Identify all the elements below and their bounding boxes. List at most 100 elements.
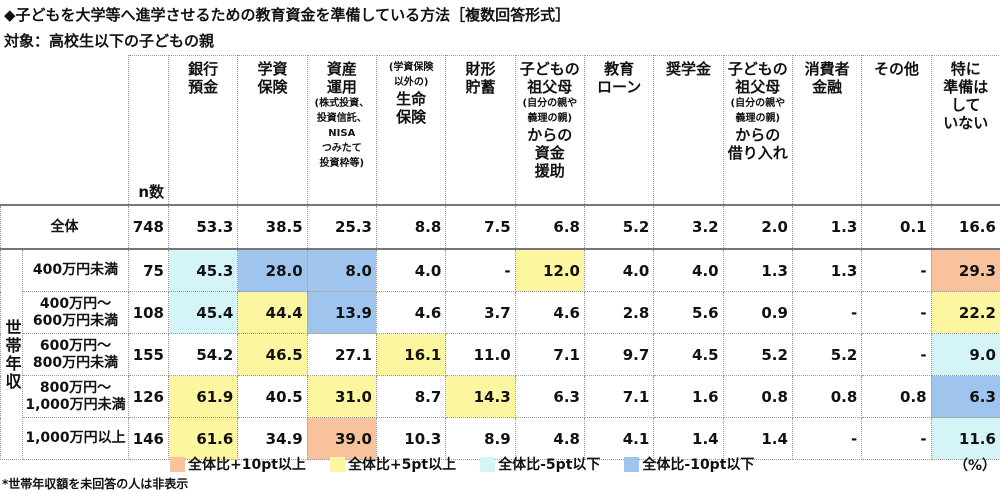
value-cell: 11.6 (930, 417, 1000, 460)
header-line: 運用 (326, 78, 357, 96)
header-line: 銀行 (188, 60, 219, 78)
value-cell: 54.2 (167, 333, 239, 376)
value-cell: 29.3 (930, 248, 1000, 292)
value-cell: 8.0 (306, 248, 377, 292)
header-note: (学資保険 (388, 62, 434, 73)
value-cell: 16.6 (930, 204, 1000, 250)
header-line: 子どもの (727, 60, 788, 78)
value-cell: 4.0 (375, 248, 447, 292)
header-row: n数 銀行 預金 学資 保険 資産 運用 (株式投資、 投資信託、 NISA つみたて 投資枠等) (学… (0, 55, 1000, 206)
value-cell: 12.0 (514, 248, 585, 292)
value-cell: 1.6 (653, 375, 724, 418)
legend-swatch (170, 456, 185, 472)
row-label: 全体 (0, 204, 129, 250)
value-cell: 44.4 (237, 291, 308, 334)
value-cell: 9.0 (930, 333, 1000, 376)
legend-swatch (624, 456, 640, 472)
row-label-line: 全体 (50, 218, 79, 235)
n-cell: 748 (128, 204, 169, 250)
value-cell: - (861, 417, 932, 460)
header-line: 子どもの (519, 60, 580, 78)
value-cell: 9.7 (583, 333, 655, 376)
value-cell: 1.3 (722, 248, 793, 292)
value-cell: 1.3 (791, 204, 863, 250)
value-cell: 2.0 (722, 204, 793, 250)
row-label: 600万円～ 800万円未満 (22, 333, 129, 376)
value-cell: 0.8 (791, 375, 863, 418)
value-cell: 1.3 (791, 248, 863, 292)
header-line: 消費者 (804, 60, 850, 78)
header-line: その他 (873, 60, 919, 78)
header-line: 資産 (326, 60, 357, 78)
legend-swatch (329, 456, 345, 472)
value-cell: - (861, 291, 932, 334)
value-cell: 10.3 (375, 417, 447, 460)
value-cell: 7.5 (445, 204, 516, 250)
value-cell: - (861, 248, 932, 292)
data-row: 600万円～ 800万円未満 155 54.2 46.5 27.1 16.1 11.0 7.1 9… (1, 333, 1000, 376)
header-note: 投資枠等) (319, 158, 365, 169)
header-line: からの (735, 126, 781, 144)
value-cell: 38.5 (237, 204, 308, 250)
header-line: 保険 (396, 108, 427, 126)
column-header: 教育 ローン (583, 55, 655, 206)
value-cell: 34.9 (237, 417, 308, 460)
data-row: 400万円～ 600万円未満 108 45.4 44.4 13.9 4.6 3.7 4.6 2.8… (1, 291, 1000, 334)
value-cell: 0.9 (722, 291, 793, 334)
header-note: つみたて (321, 143, 362, 154)
header-note: 義理の親) (735, 113, 781, 124)
value-cell: - (791, 417, 863, 460)
value-cell: 7.1 (514, 333, 585, 376)
column-header: 学資 保険 (237, 55, 308, 206)
row-label-line: 400万円～ (39, 295, 112, 312)
n-header: n数 (128, 55, 169, 206)
header-line: 援助 (534, 162, 565, 180)
unit: （%） (953, 458, 996, 474)
header-note: NISA (328, 128, 356, 139)
header-note: (自分の親や (522, 98, 578, 109)
header-note: (株式投資、 (314, 98, 370, 109)
row-label: 1,000万円以上 (22, 417, 129, 460)
value-cell: 16.1 (375, 333, 447, 376)
value-cell: 3.7 (445, 291, 516, 334)
row-label-line: 600万円～ (39, 337, 112, 354)
value-cell: 4.0 (583, 248, 655, 292)
row-label-line: 800万円未満 (32, 354, 119, 371)
value-cell: 0.1 (861, 204, 932, 250)
value-cell: 31.0 (306, 375, 377, 418)
value-cell: 8.8 (375, 204, 447, 250)
header-line: 金融 (812, 78, 843, 96)
header-line: 祖父母 (735, 78, 781, 96)
column-header: 子どもの 祖父母 (自分の親や 義理の親) からの 資金 援助 (514, 55, 585, 206)
value-cell: 6.3 (514, 375, 585, 418)
legend-label: 全体比+10pt以上 (188, 457, 306, 473)
header-line: からの (527, 126, 573, 144)
header-line: 奨学金 (665, 60, 711, 78)
n-cell: 108 (128, 291, 169, 334)
value-cell: 0.8 (861, 375, 932, 418)
column-header: その他 (861, 55, 932, 206)
column-header: 銀行 預金 (167, 55, 239, 206)
value-cell: 8.9 (445, 417, 516, 460)
value-cell: 4.6 (375, 291, 447, 334)
legend: 全体比+10pt以上 全体比+5pt以上 全体比-5pt以下 全体比-10pt以下 (170, 455, 996, 473)
subtitle: 対象：高校生以下の子どもの親 (4, 32, 215, 50)
row-label-line: 1,000万円未満 (25, 396, 126, 413)
row-label-line: 600万円未満 (32, 312, 119, 329)
value-cell: 0.8 (722, 375, 793, 418)
row-label-line: 1,000万円以上 (25, 430, 126, 446)
value-cell: 13.9 (306, 291, 377, 334)
row-label: 400万円～ 600万円未満 (22, 291, 129, 334)
legend-swatch (480, 456, 496, 472)
legend-label: 全体比-5pt以下 (498, 457, 601, 473)
value-cell: 4.6 (514, 291, 585, 334)
value-cell: 22.2 (930, 291, 1000, 334)
header-line: いない (943, 114, 989, 132)
value-cell: 46.5 (237, 333, 308, 376)
value-cell: 45.4 (167, 291, 239, 334)
column-header: 財形 貯蓄 (445, 55, 516, 206)
column-header: 子どもの 祖父母 (自分の親や 義理の親) からの 借り入れ (722, 55, 793, 206)
value-cell: 61.6 (167, 417, 239, 460)
value-cell: 8.7 (375, 375, 447, 418)
